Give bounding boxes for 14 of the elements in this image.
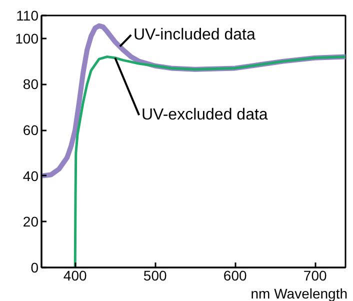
- x-tick-label: 700: [303, 268, 327, 284]
- x-tick-label: 400: [63, 268, 87, 284]
- y-tick-label: 60: [22, 122, 39, 138]
- y-tick-label: 100: [15, 30, 39, 46]
- y-tick-label: 20: [22, 214, 39, 230]
- x-tick-label: 500: [143, 268, 167, 284]
- line-series: [74, 55, 346, 268]
- annotation: UV-included data: [134, 26, 256, 44]
- y-tick-label: 80: [22, 76, 39, 92]
- x-tick-label: 600: [223, 268, 247, 284]
- y-tick-label: 110: [16, 8, 39, 24]
- y-tick-label: 0: [30, 260, 39, 276]
- y-tick-label: 40: [22, 168, 39, 184]
- annotation: UV-excluded data: [142, 106, 268, 124]
